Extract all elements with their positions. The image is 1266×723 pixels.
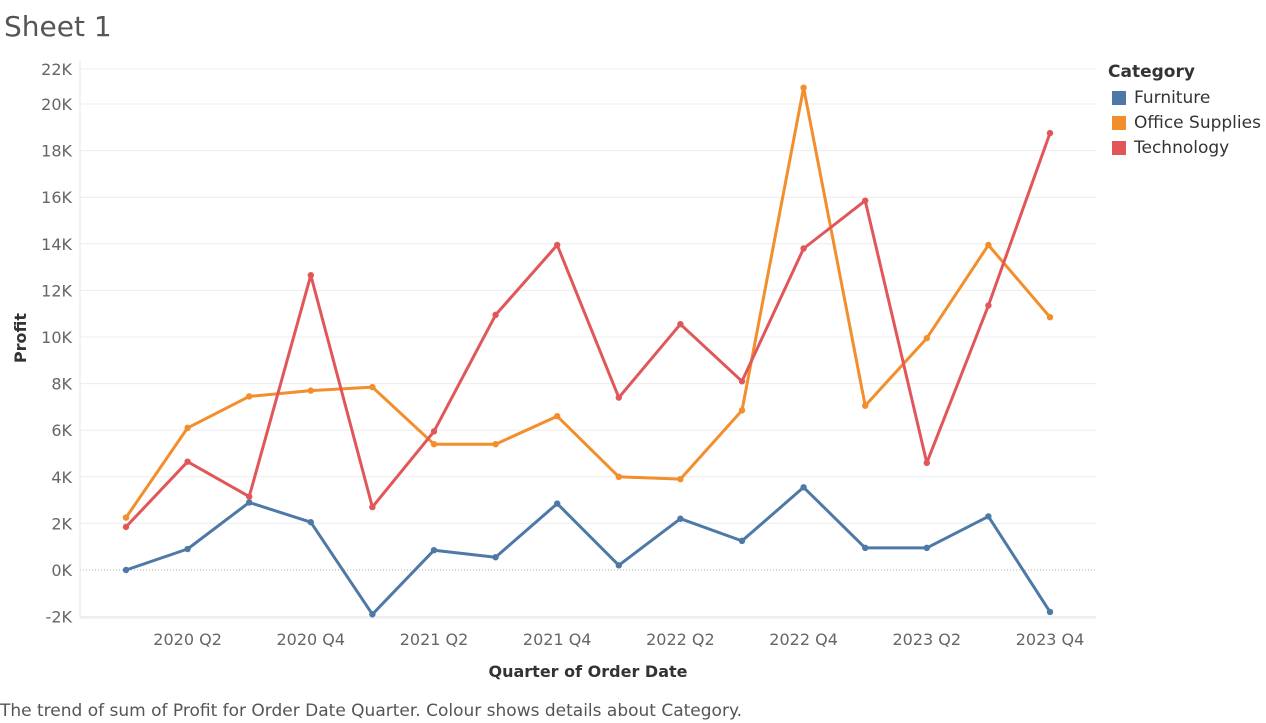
data-point-technology — [985, 302, 992, 309]
y-axis-ticks: -2K 0K 2K 4K 6K 8K 10K 12K 14K 16K 18K 20K 22K — [41, 60, 72, 627]
legend-swatch — [1112, 115, 1126, 130]
data-point-furniture — [307, 519, 314, 526]
data-point-furniture — [985, 513, 992, 520]
y-tick-label: 4K — [51, 468, 72, 487]
data-point-office-supplies — [554, 413, 561, 420]
data-point-office-supplies — [1046, 313, 1054, 321]
data-point-furniture — [738, 537, 746, 545]
data-point-furniture — [430, 546, 438, 554]
series-line-furniture — [124, 485, 1052, 616]
x-tick-label: 2022 Q2 — [646, 630, 715, 649]
series-line-office-supplies — [124, 86, 1052, 520]
data-point-furniture — [862, 544, 869, 552]
x-tick-label: 2020 Q4 — [277, 630, 346, 649]
data-point-technology — [615, 394, 622, 401]
legend-swatch — [1112, 90, 1126, 105]
data-point-technology — [677, 320, 684, 328]
legend: Category Furniture Office Supplies Technol… — [1108, 62, 1261, 160]
data-point-furniture — [800, 484, 807, 491]
data-point-technology — [800, 245, 807, 252]
legend-swatch — [1112, 140, 1126, 155]
data-point-furniture — [615, 562, 622, 569]
y-tick-label: 2K — [51, 514, 72, 533]
data-point-furniture — [184, 545, 191, 553]
data-point-office-supplies — [923, 334, 930, 342]
x-tick-label: 2023 Q2 — [893, 630, 962, 649]
legend-item-furniture[interactable]: Furniture — [1108, 85, 1261, 110]
data-point-technology — [184, 458, 191, 465]
chart-caption: The trend of sum of Profit for Order Dat… — [0, 701, 742, 721]
y-tick-label: -2K — [46, 608, 73, 627]
data-point-office-supplies — [369, 383, 376, 391]
legend-label: Office Supplies — [1134, 112, 1261, 133]
data-point-furniture — [492, 553, 499, 561]
y-tick-label: 6K — [51, 421, 72, 440]
x-axis-ticks: 2020 Q2 2020 Q4 2021 Q2 2021 Q4 2022 Q2 2022 … — [153, 630, 1084, 649]
data-point-office-supplies — [122, 514, 130, 521]
data-point-office-supplies — [738, 407, 746, 414]
data-point-technology — [554, 241, 561, 249]
data-point-office-supplies — [615, 473, 622, 480]
x-tick-label: 2023 Q4 — [1016, 630, 1085, 649]
legend-item-office-supplies[interactable]: Office Supplies — [1108, 110, 1261, 135]
series-layer — [122, 84, 1054, 618]
data-point-office-supplies — [307, 387, 314, 394]
data-point-furniture — [554, 500, 561, 507]
data-point-furniture — [1046, 608, 1054, 616]
data-point-furniture — [246, 499, 253, 506]
x-tick-label: 2022 Q4 — [769, 630, 838, 649]
data-point-office-supplies — [184, 424, 191, 432]
series-line-technology — [124, 131, 1052, 529]
data-point-technology — [492, 311, 499, 319]
data-point-furniture — [122, 566, 130, 574]
legend-label: Furniture — [1134, 87, 1211, 108]
data-point-technology — [430, 428, 438, 435]
y-tick-label: 18K — [41, 142, 72, 161]
data-point-technology — [307, 272, 314, 279]
data-point-technology — [122, 523, 130, 531]
y-tick-label: 12K — [41, 281, 72, 300]
data-point-office-supplies — [246, 393, 253, 400]
y-tick-label: 14K — [41, 235, 72, 254]
legend-title: Category — [1108, 62, 1195, 82]
y-axis-title: Profit — [11, 313, 30, 363]
data-point-office-supplies — [430, 440, 438, 448]
data-point-furniture — [369, 611, 376, 618]
data-point-technology — [923, 459, 930, 467]
data-point-furniture — [677, 515, 684, 522]
x-axis-title: Quarter of Order Date — [489, 662, 688, 681]
line-chart: -2K 0K 2K 4K 6K 8K 10K 12K 14K 16K 18K 20K 22K 2020 … — [11, 60, 1096, 681]
data-point-technology — [369, 503, 376, 511]
series-furniture — [122, 484, 1054, 618]
data-point-office-supplies — [862, 402, 869, 409]
x-tick-label: 2021 Q4 — [523, 630, 592, 649]
sheet-title: Sheet 1 — [4, 10, 112, 43]
y-tick-label: 20K — [41, 95, 72, 114]
data-point-technology — [246, 493, 253, 500]
data-point-furniture — [923, 544, 930, 552]
y-tick-label: 22K — [41, 60, 72, 79]
x-tick-label: 2020 Q2 — [153, 630, 222, 649]
data-point-office-supplies — [677, 475, 684, 483]
data-point-technology — [738, 378, 746, 385]
y-tick-label: 10K — [41, 328, 72, 347]
legend-items: Furniture Office Supplies Technology — [1108, 85, 1261, 160]
data-point-technology — [862, 197, 869, 204]
data-point-office-supplies — [800, 84, 807, 91]
legend-label: Technology — [1134, 137, 1230, 158]
data-point-office-supplies — [492, 440, 499, 448]
series-office-supplies — [122, 84, 1054, 521]
legend-item-technology[interactable]: Technology — [1108, 135, 1261, 160]
y-tick-label: 8K — [51, 375, 72, 394]
series-technology — [122, 129, 1054, 531]
x-tick-label: 2021 Q2 — [400, 630, 469, 649]
data-point-technology — [1046, 129, 1054, 137]
y-tick-label: 0K — [51, 561, 72, 580]
data-point-office-supplies — [985, 241, 992, 249]
y-tick-label: 16K — [41, 188, 72, 207]
gridlines — [79, 60, 1096, 619]
